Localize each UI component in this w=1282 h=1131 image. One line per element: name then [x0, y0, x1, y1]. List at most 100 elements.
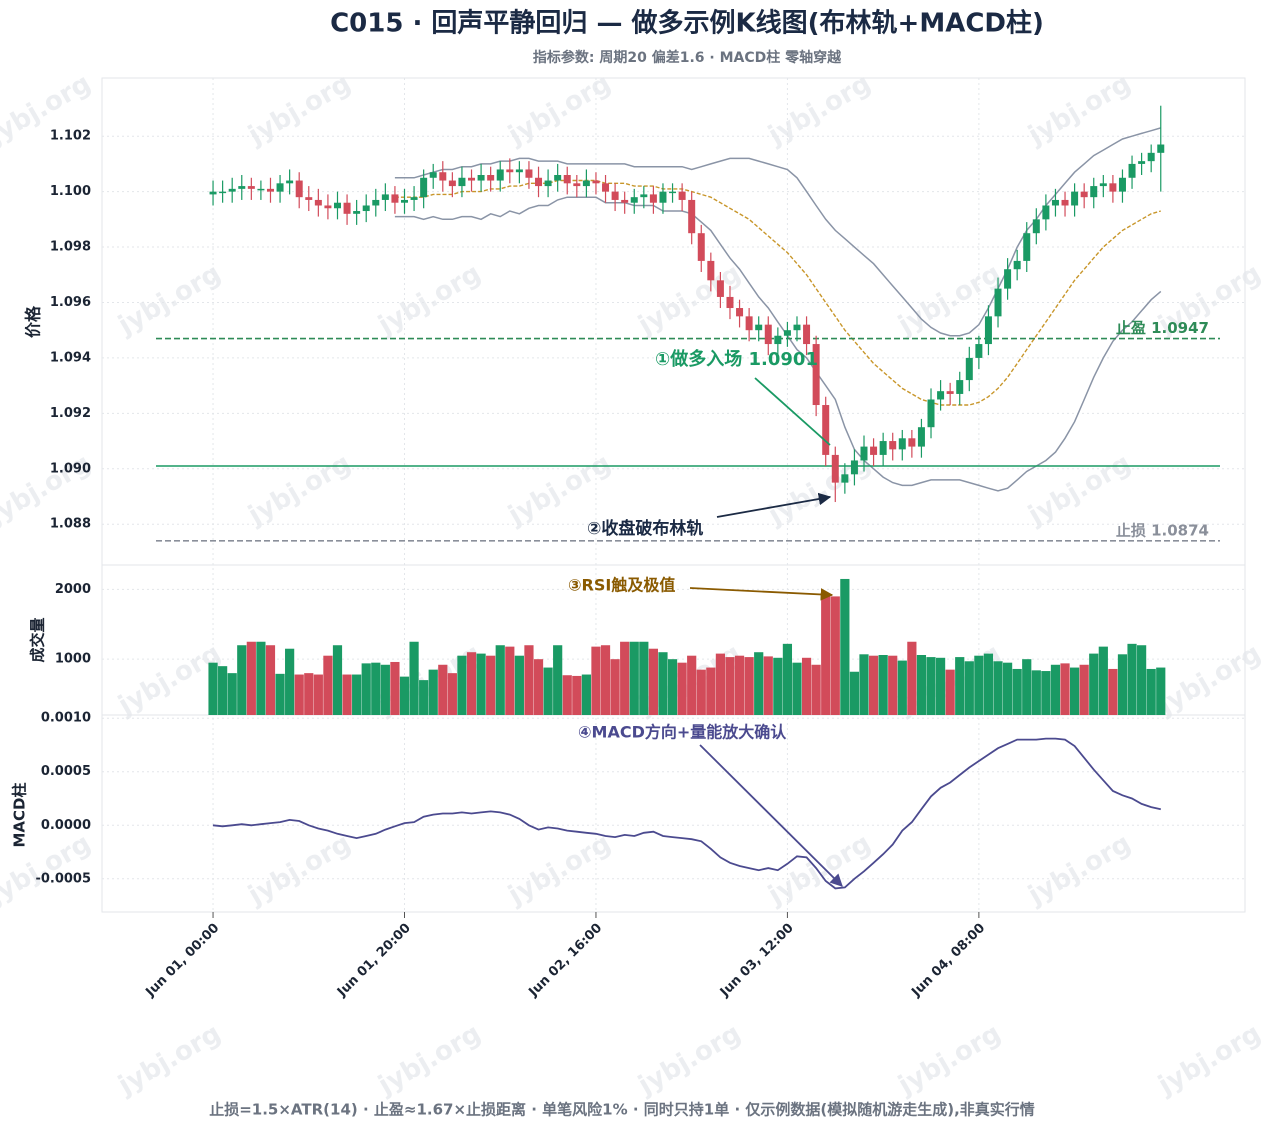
volume-bar: [352, 674, 362, 715]
watermark: jybj.org: [1023, 828, 1136, 911]
annotation: ①做多入场 1.0901: [655, 348, 818, 370]
candle-body: [592, 180, 600, 184]
candle-body: [669, 191, 677, 194]
candle-body: [286, 180, 294, 184]
volume-bar: [361, 663, 371, 715]
watermark: jybj.org: [763, 68, 876, 151]
volume-bar: [342, 674, 352, 715]
y-tick-label: 0.0000: [41, 818, 91, 833]
candle-body: [889, 441, 897, 450]
volume-bar: [754, 652, 764, 715]
candle-body: [420, 177, 428, 198]
candle-body: [401, 199, 409, 203]
candle-body: [793, 324, 801, 331]
annotation: ②收盘破布林轨: [587, 518, 703, 539]
volume-bar: [447, 673, 457, 715]
candle-body: [774, 335, 782, 345]
volume-bar: [1060, 663, 1070, 715]
candle-body: [927, 399, 935, 428]
macd-axis-label: MACD柱: [11, 783, 29, 848]
y-tick-label: 0.0010: [41, 711, 91, 726]
volume-bar: [888, 655, 898, 715]
candle-body: [649, 194, 657, 203]
watermark: jybj.org: [763, 448, 876, 531]
volume-bar: [486, 655, 496, 715]
candle-body: [448, 180, 456, 187]
candle-body: [755, 324, 763, 331]
volume-bar: [974, 655, 984, 715]
candle-body: [611, 191, 619, 200]
volume-bar: [1002, 662, 1013, 715]
candle-body: [1080, 191, 1088, 198]
candle-body: [850, 460, 858, 475]
volume-bar: [1137, 645, 1147, 715]
candle-body: [716, 280, 724, 297]
candle-body: [984, 316, 992, 345]
candle-body: [1013, 260, 1021, 270]
candle-body: [333, 202, 341, 209]
volume-bar: [610, 659, 620, 715]
volume-bar: [878, 655, 888, 715]
volume-bar: [208, 662, 218, 715]
plot-frame: [101, 77, 1246, 913]
volume-bar: [1070, 667, 1080, 715]
watermark: jybj.org: [373, 258, 486, 341]
candle-body: [1090, 186, 1098, 198]
volume-bar: [1146, 668, 1156, 715]
candle-body: [745, 316, 753, 331]
candle-body: [515, 169, 523, 173]
volume-bar: [687, 655, 697, 715]
volume-bar: [524, 645, 534, 715]
candle-body: [257, 188, 265, 191]
volume-bar: [849, 671, 860, 715]
volume-bar: [1050, 664, 1061, 715]
volume-bar: [897, 660, 907, 715]
watermark: jybj.org: [1023, 448, 1136, 531]
candle-body: [573, 183, 581, 187]
x-tick-label: Jun 01, 00:00: [143, 921, 223, 1001]
candle-body: [582, 180, 590, 187]
candle-body: [353, 211, 361, 214]
candle-body: [1023, 233, 1031, 261]
candle-body: [975, 344, 983, 358]
volume-bar: [830, 596, 840, 715]
candle-body: [247, 186, 255, 189]
volume-bar: [399, 676, 410, 715]
volume-bar: [438, 664, 448, 715]
x-tick-label: Jun 04, 08:00: [908, 921, 988, 1001]
candle-body: [659, 191, 667, 203]
volume-bar: [294, 674, 304, 715]
candle-body: [783, 330, 791, 336]
volume-bar: [620, 641, 630, 715]
y-tick-label: -0.0005: [35, 871, 91, 886]
volume-bar: [256, 641, 266, 715]
candle-body: [209, 191, 217, 195]
volume-bar: [505, 646, 515, 715]
volume-bar: [514, 655, 524, 715]
candle-body: [688, 199, 696, 234]
volume-bar: [313, 674, 323, 715]
volume-bar: [591, 646, 601, 715]
candle-body: [506, 169, 514, 173]
volume-bar: [926, 657, 936, 715]
candle-body: [381, 194, 389, 200]
volume-bar: [773, 657, 783, 715]
candle-body: [305, 197, 313, 200]
candle-body: [458, 177, 466, 187]
x-tick-label: Jun 02, 16:00: [525, 921, 605, 1001]
candle-body: [295, 180, 303, 198]
watermark: jybj.org: [113, 1018, 226, 1101]
annotation: ③RSI触及极值: [568, 576, 675, 595]
watermark: jybj.org: [503, 68, 616, 151]
volume-bar: [821, 596, 831, 715]
candle-body: [314, 199, 322, 206]
volume-axis-label: 成交量: [29, 617, 47, 662]
volume-bar: [227, 673, 237, 715]
volume-bar: [1041, 671, 1051, 715]
x-tick-label: Jun 01, 20:00: [334, 921, 414, 1001]
annotation-arrow: [716, 492, 832, 518]
candle-body: [468, 177, 476, 181]
volume-bar: [658, 652, 668, 715]
